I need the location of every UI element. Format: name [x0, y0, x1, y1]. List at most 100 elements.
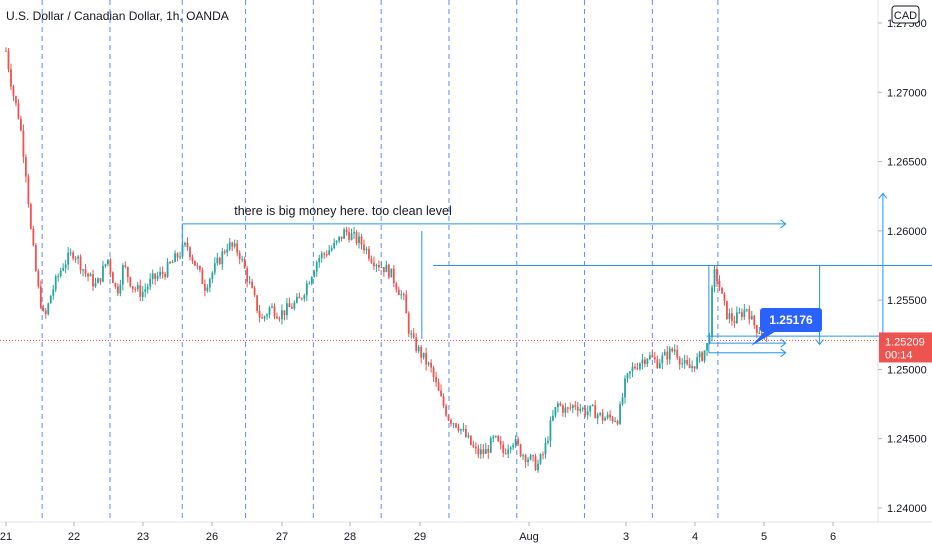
candle-body [102, 266, 104, 282]
price-callout[interactable]: 1.25176 [751, 308, 822, 347]
candle-body [698, 352, 701, 358]
y-tick-label: 1.24000 [887, 503, 927, 515]
candle-body [89, 274, 92, 277]
x-tick-label: 21 [0, 531, 12, 543]
candle-body [683, 360, 686, 364]
candle-body [286, 303, 288, 316]
candle-body [430, 362, 433, 368]
candle-body [340, 236, 343, 239]
candle-body [121, 265, 124, 285]
candle-body [44, 310, 47, 315]
candle-body [750, 315, 753, 320]
x-tick-label: Aug [519, 531, 539, 543]
candle-body [415, 337, 418, 351]
candle-body [59, 270, 62, 277]
candle-body [631, 366, 634, 372]
candle-body [554, 407, 557, 416]
annotation-note[interactable]: there is big money here. too clean level [234, 204, 452, 218]
candle-body [348, 232, 350, 241]
candle-body [566, 407, 569, 409]
candle-body [251, 281, 254, 288]
candle-body [634, 366, 636, 369]
candle-body [400, 294, 403, 296]
candle-body [469, 435, 472, 445]
candle-body [556, 403, 559, 408]
candle-body [318, 258, 321, 263]
candle-body [345, 229, 348, 233]
candle-body [716, 269, 718, 282]
candle-body [373, 262, 375, 267]
candle-body [425, 352, 428, 365]
candle-body [136, 285, 139, 290]
candle-body [487, 448, 490, 453]
candle-body [97, 278, 99, 284]
candle-body [706, 342, 708, 351]
candle-body [676, 349, 679, 358]
candle-body [258, 310, 261, 318]
candle-body [223, 251, 226, 253]
candle-body [79, 256, 82, 271]
candle-body [22, 130, 25, 158]
candle-body [561, 405, 564, 413]
candle-body [626, 373, 629, 379]
candle-body [308, 283, 311, 285]
candle-body [298, 296, 301, 299]
candle-body [539, 454, 542, 464]
candle-body [723, 293, 726, 301]
candle-body [437, 382, 440, 391]
candle-body [537, 463, 539, 471]
candle-body [584, 408, 587, 416]
currency-badge[interactable]: CAD [891, 5, 920, 24]
candle-body [760, 332, 763, 335]
candle-body [696, 357, 699, 369]
candle-body [353, 231, 355, 234]
candle-body [92, 274, 94, 287]
candle-body [656, 359, 659, 369]
candle-body [243, 259, 246, 269]
chart-title: U.S. Dollar / Canadian Dollar, 1h, OANDA [6, 9, 229, 23]
candle-body [363, 244, 365, 251]
candle-body [569, 407, 572, 409]
plot-area[interactable] [0, 0, 878, 522]
candle-body [492, 436, 495, 438]
y-tick-label: 1.26500 [887, 157, 927, 169]
candle-body [382, 266, 385, 273]
candle-body [614, 420, 616, 422]
candle-body [532, 455, 534, 457]
candle-body [708, 336, 711, 343]
candle-body [368, 248, 370, 259]
x-tick-label: 3 [623, 531, 629, 543]
candle-body [184, 242, 186, 245]
candle-body [427, 362, 430, 365]
candle-body [194, 260, 196, 266]
candle-body [733, 320, 736, 324]
candle-body [619, 404, 621, 424]
candle-body [126, 266, 129, 278]
x-tick-label: 27 [276, 531, 288, 543]
candle-body [509, 447, 512, 450]
candle-body [263, 316, 266, 319]
candle-body [514, 438, 517, 445]
candle-body [305, 283, 308, 296]
candle-body [474, 446, 477, 449]
candle-body [405, 294, 408, 314]
candle-body [34, 245, 37, 271]
x-tick-label: 4 [692, 531, 698, 543]
candle-body [42, 307, 45, 311]
candle-body [256, 295, 258, 311]
candle-body [484, 448, 487, 454]
candle-body [452, 423, 455, 425]
candle-body [375, 265, 378, 267]
candle-body [370, 258, 373, 263]
candle-body [731, 313, 733, 321]
x-tick-label: 5 [761, 531, 767, 543]
candle-body [432, 367, 435, 377]
candle-body [534, 456, 537, 471]
candle-body [15, 96, 17, 104]
candle-body [288, 303, 291, 308]
candle-body [236, 243, 239, 253]
candle-body [221, 251, 224, 265]
x-tick-label: 29 [414, 531, 426, 543]
